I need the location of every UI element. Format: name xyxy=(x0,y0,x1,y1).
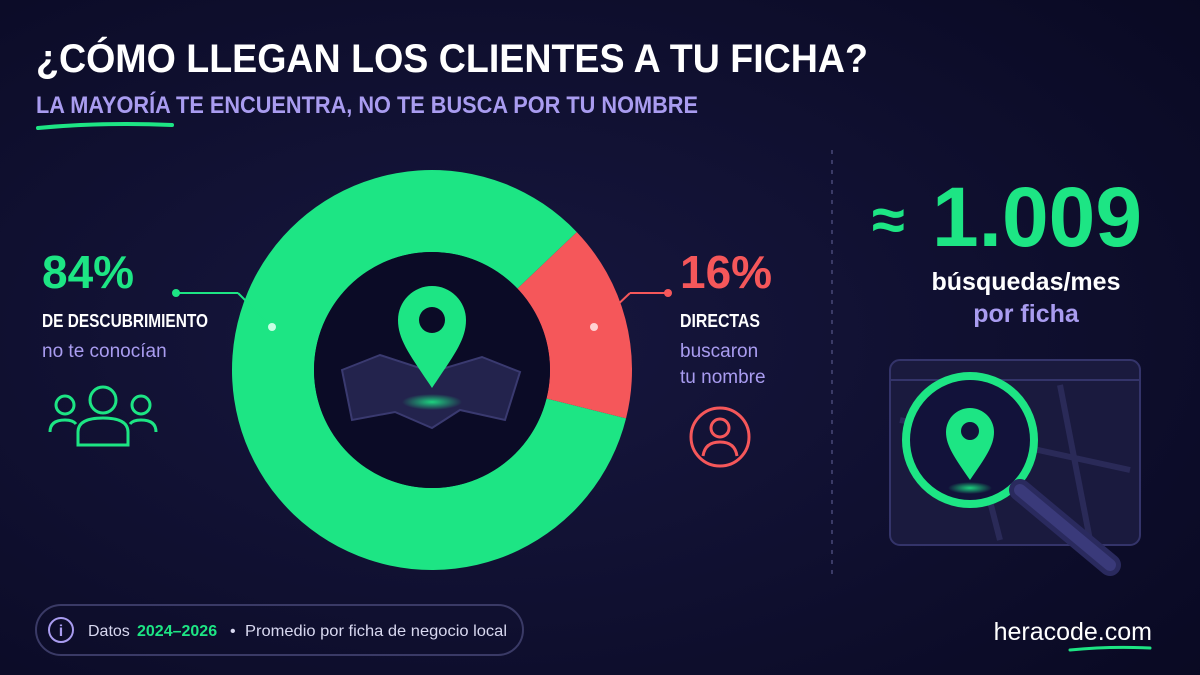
person-icon xyxy=(689,406,751,468)
title: ¿CÓMO LLEGAN LOS CLIENTES A TU FICHA? xyxy=(36,35,868,81)
footer-text: Datos xyxy=(88,623,130,640)
category-label: DIRECTAS xyxy=(680,311,760,331)
donut-segment xyxy=(231,170,627,571)
info-letter: i xyxy=(59,623,63,640)
footer-text: Promedio por ficha de negocio local xyxy=(245,623,507,640)
people-icon xyxy=(48,385,158,447)
connector-dot xyxy=(590,323,598,331)
connector xyxy=(237,292,273,328)
footer-pill xyxy=(35,604,524,656)
footer-years: 2024–2026 xyxy=(137,623,217,640)
brand-underline xyxy=(1068,645,1152,652)
connector-dot xyxy=(172,289,180,297)
description: tu nombre xyxy=(680,367,766,388)
search-illustration xyxy=(889,359,1141,576)
brand: heracode.com xyxy=(994,618,1152,646)
value-label: 16% xyxy=(680,246,772,298)
value-label: 84% xyxy=(42,246,134,298)
description: buscaron xyxy=(680,341,758,362)
donut-segment xyxy=(517,232,632,419)
stat-line: por ficha xyxy=(973,300,1080,328)
description: no te conocían xyxy=(42,341,167,362)
category-label: DE DESCUBRIMIENTO xyxy=(42,311,208,331)
connector-dot xyxy=(664,289,672,297)
map-icon xyxy=(340,286,522,430)
subtitle: LA MAYORÍA TE ENCUENTRA, NO TE BUSCA POR… xyxy=(36,91,698,119)
connector xyxy=(593,292,631,328)
stat-symbol: ≈ xyxy=(872,186,905,253)
underline xyxy=(36,122,174,130)
info-icon xyxy=(48,617,74,643)
footer-separator: • xyxy=(230,623,236,640)
stat-line: búsquedas/mes xyxy=(932,268,1121,296)
stat-number: 1.009 xyxy=(932,170,1142,264)
connector-dot xyxy=(268,323,276,331)
